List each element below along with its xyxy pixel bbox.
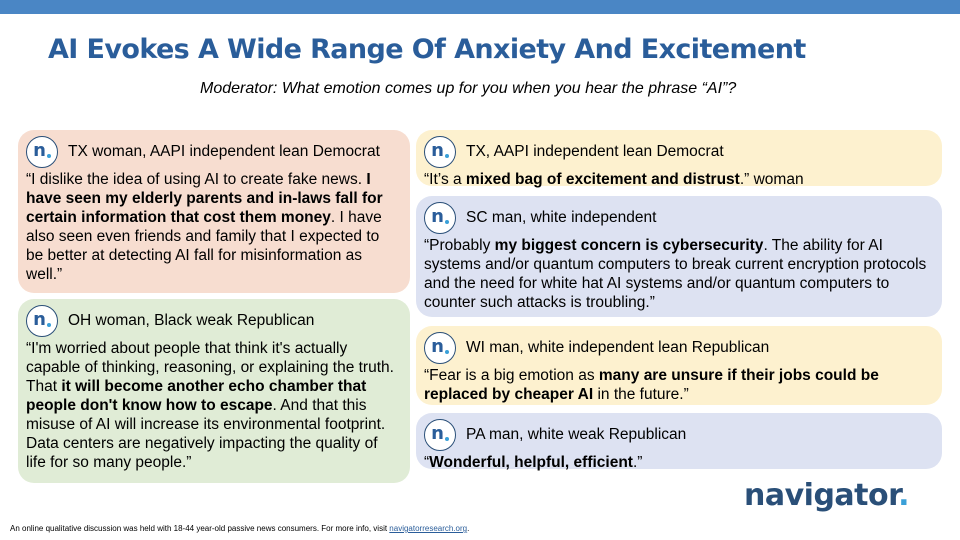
quote-card-header: n TX woman, AAPI independent lean Democr… xyxy=(26,136,398,168)
speaker-label: PA man, white weak Republican xyxy=(466,426,687,443)
speaker-label: OH woman, Black weak Republican xyxy=(68,312,315,329)
navigator-research-link[interactable]: navigatorresearch.org xyxy=(389,524,468,533)
navigator-logo: navigator. xyxy=(744,478,910,513)
quote-card-header: n TX, AAPI independent lean Democrat xyxy=(424,136,930,168)
navigator-badge-icon: n xyxy=(26,136,58,168)
quote-card-wi-man: n WI man, white independent lean Republi… xyxy=(416,326,942,405)
quote-card-sc-man: n SC man, white independent “Probably my… xyxy=(416,196,942,317)
quote-text: “I'm worried about people that think it'… xyxy=(26,340,394,471)
navigator-badge-icon: n xyxy=(424,136,456,168)
quote-card-tx-woman: n TX woman, AAPI independent lean Democr… xyxy=(18,130,410,293)
navigator-badge-icon: n xyxy=(424,202,456,234)
quote-text: “Fear is a big emotion as many are unsur… xyxy=(424,367,879,403)
navigator-badge-icon: n xyxy=(424,332,456,364)
speaker-label: WI man, white independent lean Republica… xyxy=(466,339,770,356)
navigator-badge-icon: n xyxy=(424,419,456,451)
quote-text: “I dislike the idea of using AI to creat… xyxy=(26,171,383,283)
quote-text: “It’s a mixed bag of excitement and dist… xyxy=(424,171,804,188)
speaker-label: SC man, white independent xyxy=(466,209,657,226)
quote-card-oh-woman: n OH woman, Black weak Republican “I'm w… xyxy=(18,299,410,483)
quote-card-header: n PA man, white weak Republican xyxy=(424,419,930,451)
moderator-question: Moderator: What emotion comes up for you… xyxy=(200,80,737,97)
quote-text: “Probably my biggest concern is cybersec… xyxy=(424,237,927,311)
quote-text: “Wonderful, helpful, efficient.” xyxy=(424,454,643,471)
slide-title: AI Evokes A Wide Range Of Anxiety And Ex… xyxy=(48,34,806,65)
quote-card-pa-man: n PA man, white weak Republican “Wonderf… xyxy=(416,413,942,471)
quote-card-header: n WI man, white independent lean Republi… xyxy=(424,332,930,364)
quote-card-header: n OH woman, Black weak Republican xyxy=(26,305,398,337)
quote-card-header: n SC man, white independent xyxy=(424,202,930,234)
top-accent-bar xyxy=(0,0,960,14)
quote-card-tx-aapi: n TX, AAPI independent lean Democrat “It… xyxy=(416,130,942,188)
speaker-label: TX woman, AAPI independent lean Democrat xyxy=(68,143,380,160)
navigator-badge-icon: n xyxy=(26,305,58,337)
footer-note: An online qualitative discussion was hel… xyxy=(10,524,470,533)
speaker-label: TX, AAPI independent lean Democrat xyxy=(466,143,724,160)
